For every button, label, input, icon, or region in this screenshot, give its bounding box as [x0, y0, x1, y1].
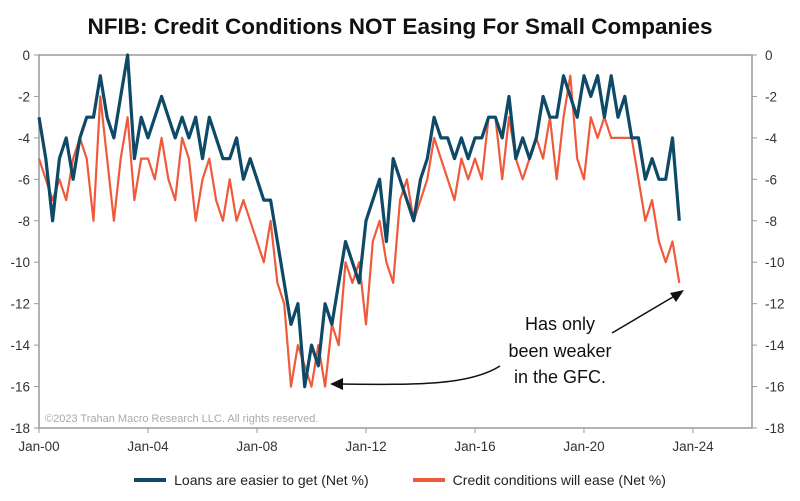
y-tick-label-left: -8	[18, 214, 30, 229]
arrow-to-latest	[611, 293, 679, 334]
y-tick-label-right: -12	[765, 297, 785, 312]
x-tick-label: Jan-12	[345, 439, 386, 454]
x-tick-label: Jan-16	[454, 439, 495, 454]
annotation-line-1: Has only	[525, 314, 595, 334]
annotation: Has only been weaker in the GFC.	[330, 290, 684, 390]
arrow-head-icon	[670, 290, 684, 302]
y-tick-label-left: -12	[10, 297, 30, 312]
legend-swatch	[134, 478, 167, 482]
arrow-head-icon	[330, 378, 343, 390]
x-tick-label: Jan-04	[127, 439, 169, 454]
y-tick-label-right: -16	[765, 380, 785, 395]
legend-item-loans: Loans are easier to get (Net %)	[134, 472, 369, 488]
arrow-to-gfc	[341, 365, 501, 386]
legend-item-credit: Credit conditions will ease (Net %)	[412, 472, 666, 488]
chart-title: NFIB: Credit Conditions NOT Easing For S…	[87, 14, 713, 39]
y-tick-label-left: -10	[10, 255, 30, 270]
plot-frame	[38, 54, 753, 429]
x-tick-label: Jan-08	[236, 439, 277, 454]
y-tick-label-left: -18	[10, 421, 30, 436]
legend-label: Loans are easier to get (Net %)	[174, 472, 369, 488]
legend: Loans are easier to get (Net %) Credit c…	[0, 472, 800, 488]
annotation-line-3: in the GFC.	[514, 367, 606, 387]
x-tick-label: Jan-20	[563, 439, 604, 454]
x-tick-label: Jan-00	[18, 439, 59, 454]
y-tick-label-left: -2	[18, 89, 30, 104]
x-tick-label: Jan-24	[672, 439, 714, 454]
y-tick-label-right: -6	[765, 172, 777, 187]
y-tick-label-right: -4	[765, 131, 777, 146]
series-line-loans	[37, 53, 681, 389]
y-tick-label-right: -10	[765, 255, 785, 270]
y-tick-label-right: -8	[765, 214, 777, 229]
legend-label: Credit conditions will ease (Net %)	[452, 472, 666, 488]
copyright-text: ©2023 Trahan Macro Research LLC. All rig…	[45, 413, 318, 425]
legend-swatch	[412, 478, 445, 482]
y-tick-label-left: -16	[10, 380, 30, 395]
y-tick-label-left: -4	[18, 131, 30, 146]
y-tick-label-right: -2	[765, 89, 777, 104]
annotation-line-2: been weaker	[508, 341, 611, 361]
y-tick-label-left: -14	[10, 338, 30, 353]
series-line-credit	[37, 74, 681, 388]
y-tick-label-right: -14	[765, 338, 785, 353]
y-tick-label-right: 0	[765, 48, 773, 63]
y-tick-label-left: 0	[22, 48, 30, 63]
y-tick-label-right: -18	[765, 421, 785, 436]
y-tick-label-left: -6	[18, 172, 30, 187]
